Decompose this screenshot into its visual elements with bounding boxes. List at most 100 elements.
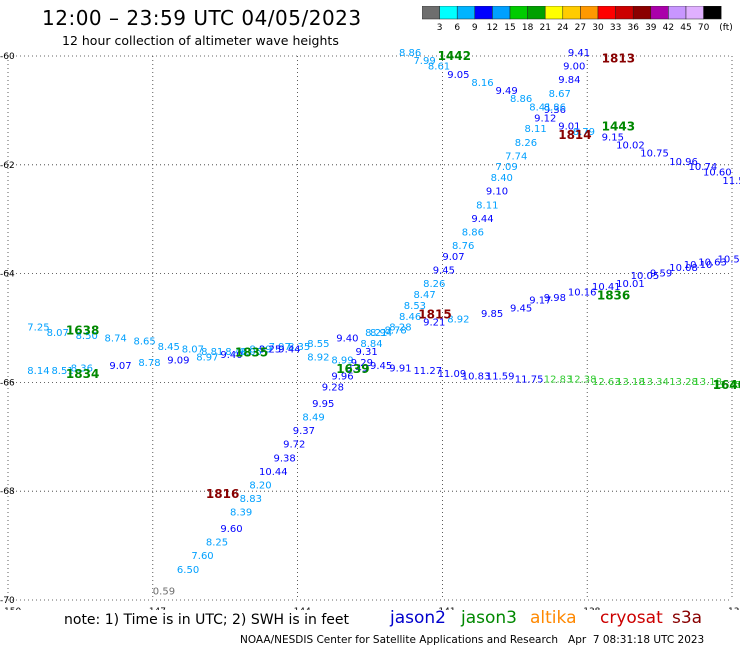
time-label: 1442 xyxy=(438,49,471,63)
wave-height-label: 8.65 xyxy=(133,336,155,347)
x-tick-label: -147 xyxy=(146,607,166,610)
colorbar-tick-label: 30 xyxy=(592,23,604,33)
wave-height-label: 9.05 xyxy=(240,347,262,358)
wave-height-label: 10.75 xyxy=(640,149,669,160)
wave-height-label: 8.26 xyxy=(515,138,537,149)
wave-height-label: 8.20 xyxy=(249,480,271,491)
wave-height-label: 9.59 xyxy=(650,268,672,279)
wave-height-label: 8.45 xyxy=(158,342,180,353)
colorbar-tick-label: 21 xyxy=(539,23,550,33)
wave-height-label: 9.01 xyxy=(558,121,580,132)
wave-height-label: 8.79 xyxy=(573,127,595,138)
colorbar-tick-label: 24 xyxy=(557,23,569,33)
colorbar-tick-label: 12 xyxy=(487,23,498,33)
wave-height-label: 9.72 xyxy=(283,440,305,451)
wave-height-label: 8.78 xyxy=(138,358,160,369)
wave-height-label: 10.01 xyxy=(616,279,645,290)
colorbar-tick-label: 6 xyxy=(454,23,460,33)
wave-height-label: 8.46 xyxy=(399,312,421,323)
wave-height-label: 10.05 xyxy=(631,271,660,282)
wave-height-label: 9.41 xyxy=(568,48,590,59)
wave-height-label: 9.85 xyxy=(481,309,503,320)
wave-height-label: 9.44 xyxy=(278,344,300,355)
wave-height-label: 8.07 xyxy=(47,328,69,339)
wave-height-label: 13.18 xyxy=(616,377,645,388)
colorbar-tick-label: 45 xyxy=(680,23,691,33)
satellite-name-jason3: jason3 xyxy=(461,608,517,628)
wave-height-label: 9.45 xyxy=(433,266,455,277)
wave-height-label: 9.25 xyxy=(259,344,281,355)
wave-height-label: 10.16 xyxy=(568,287,597,298)
wave-height-label: 8.61 xyxy=(428,62,450,73)
wave-height-label: 8.92 xyxy=(447,315,469,326)
wave-height-label: 9.91 xyxy=(389,364,411,375)
wave-height-label: 9.10 xyxy=(486,187,508,198)
x-tick-label: -141 xyxy=(435,607,455,610)
wave-height-label: 11.27 xyxy=(413,366,442,377)
wave-height-label: 13.28 xyxy=(669,377,698,388)
y-tick-label: -68 xyxy=(0,487,15,497)
colorbar-tick-label: 42 xyxy=(663,23,674,33)
wave-height-label: 7.60 xyxy=(191,551,213,562)
x-tick-label: -150 xyxy=(1,607,22,610)
x-tick-label: -135 xyxy=(725,607,740,610)
wave-height-label: 8.94 xyxy=(370,328,392,339)
wave-height-label: 9.95 xyxy=(312,399,334,410)
time-label: 1836 xyxy=(597,288,630,302)
wave-height-label: 10.83 xyxy=(462,372,491,383)
wave-height-label: 8.53 xyxy=(404,301,426,312)
wave-height-label: 8.25 xyxy=(206,538,228,549)
wave-height-label: 8.11 xyxy=(476,200,498,211)
colorbar-tick-label: 15 xyxy=(504,23,515,33)
wave-height-label: 9.36 xyxy=(544,105,566,116)
y-tick-label: -64 xyxy=(0,270,15,280)
wave-height-label: 8.84 xyxy=(360,339,382,350)
colorbar-tick-label: 18 xyxy=(522,23,534,33)
y-tick-label: -66 xyxy=(0,378,15,388)
wave-height-label: 9.40 xyxy=(220,350,242,361)
wave-height-label: 9.00 xyxy=(563,62,585,73)
colorbar-tick-label: 33 xyxy=(610,23,621,33)
footer-note: note: 1) Time is in UTC; 2) SWH is in fe… xyxy=(64,612,350,628)
wave-height-label: 11.09 xyxy=(438,369,467,380)
wave-height-label: 8.35 xyxy=(288,342,310,353)
time-label: 1815 xyxy=(418,307,451,321)
wave-height-label: 8.47 xyxy=(413,290,435,301)
wave-height-label: 8.67 xyxy=(549,89,571,100)
time-label: 1814 xyxy=(558,128,591,142)
wave-height-label: 8.74 xyxy=(105,334,127,345)
wave-height-label: 8.11 xyxy=(524,124,546,135)
wave-height-label: 10.51 xyxy=(718,255,740,266)
page-title: 12:00 – 23:59 UTC 04/05/2023 xyxy=(42,6,362,30)
wave-height-label: 9.49 xyxy=(495,86,517,97)
wave-height-label: 7.09 xyxy=(495,162,517,173)
wave-height-label: 10.60 xyxy=(703,168,732,179)
x-tick-label: -138 xyxy=(580,607,601,610)
colorbar-unit-label: (ft) xyxy=(719,23,733,33)
wave-height-label: 8.97 xyxy=(196,353,218,364)
wave-height-label: 9.45 xyxy=(510,304,532,315)
wave-height-label: 8.49 xyxy=(302,412,324,423)
time-label: 1834 xyxy=(66,367,99,381)
wave-height-label: 10.96 xyxy=(669,157,698,168)
wave-height-label: 11.55 xyxy=(722,176,740,187)
colorbar-tick-label: 36 xyxy=(627,23,639,33)
colorbar-tick-label: 27 xyxy=(575,23,586,33)
wave-height-label: 13.34 xyxy=(640,377,669,388)
wave-height-label: 11.75 xyxy=(515,374,544,385)
time-label: 1638 xyxy=(66,324,99,338)
wave-height-label: 12.38 xyxy=(568,374,597,385)
wave-height-label: 9.45 xyxy=(370,361,392,372)
wave-height-label: 8.78 xyxy=(384,325,406,336)
wave-height-label: 8.26 xyxy=(423,279,445,290)
time-label: 1443 xyxy=(602,120,635,134)
x-tick-label: -144 xyxy=(290,607,311,610)
wave-height-label: 9.07 xyxy=(442,252,464,263)
wave-height-label: 12.83 xyxy=(544,374,573,385)
wave-height-label: 8.14 xyxy=(27,366,49,377)
satellite-name-s3a: s3a xyxy=(672,608,703,628)
wave-height-label: 8.39 xyxy=(249,344,271,355)
wave-height-label: 9.15 xyxy=(602,132,624,143)
wave-height-label: 8.46 xyxy=(225,347,247,358)
satellite-name-cryosat: cryosat xyxy=(600,608,663,628)
